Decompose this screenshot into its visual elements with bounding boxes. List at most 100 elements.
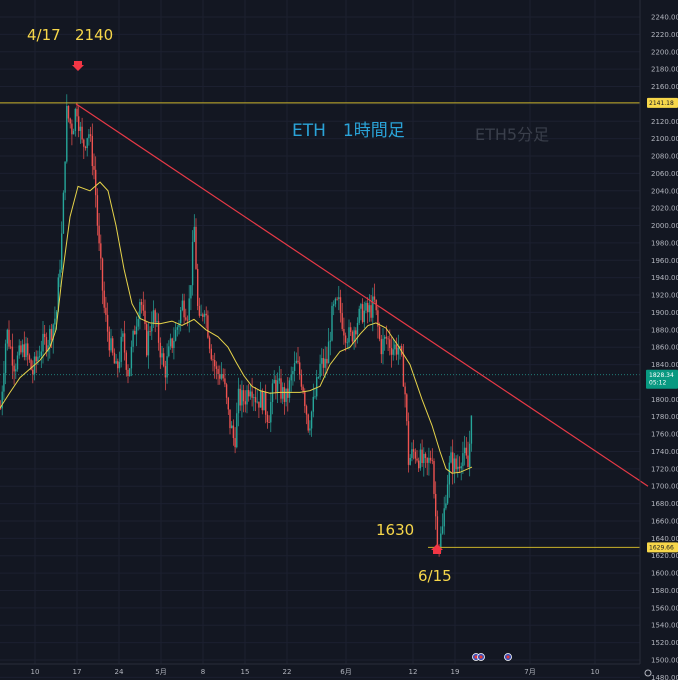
gear-icon[interactable]	[644, 669, 652, 677]
candle-body	[45, 337, 48, 352]
candle-body	[370, 305, 372, 318]
price-tick-label: 1560.00	[651, 604, 678, 612]
candle-body	[202, 314, 204, 317]
candle-body	[299, 362, 301, 375]
candle-body	[18, 345, 20, 356]
candle-body	[16, 355, 19, 370]
candle-body	[57, 277, 59, 312]
candle-body	[139, 302, 141, 320]
candle-body	[283, 387, 286, 402]
up-arrow-marker	[431, 544, 443, 554]
candle-body	[469, 443, 471, 468]
candle-body	[207, 315, 209, 338]
current-price-tag	[646, 369, 678, 389]
candle-body	[27, 343, 29, 356]
price-tick-label: 1900.00	[651, 309, 678, 317]
candle-body	[55, 311, 58, 319]
candle-body	[159, 342, 161, 358]
price-tick-label: 2120.00	[651, 118, 678, 126]
candle-body	[409, 457, 411, 465]
candle-body	[309, 428, 311, 431]
candle-body	[84, 146, 87, 149]
candle-body	[205, 313, 207, 316]
candle-body	[181, 300, 184, 310]
candle-body	[156, 321, 158, 323]
candle-body	[32, 369, 34, 375]
candle-body	[47, 345, 49, 352]
candle-body	[455, 458, 457, 470]
candle-body	[129, 368, 131, 376]
time-tick-label: 17	[73, 668, 82, 676]
price-tick-label: 1680.00	[651, 500, 678, 508]
price-tick-label: 1580.00	[651, 587, 678, 595]
candle-body	[406, 394, 408, 422]
candle-body	[465, 447, 467, 456]
candle-body	[341, 313, 343, 329]
time-axis[interactable]: 10 17 24 5月 8 15 22 6月 12 19 7月 10	[0, 663, 640, 676]
candle-body	[62, 192, 65, 234]
candle-body	[339, 297, 342, 314]
candle-body	[106, 314, 109, 332]
candle-body	[50, 328, 53, 340]
candle-body	[353, 330, 355, 342]
event-flag-dot	[474, 655, 478, 659]
candle-body	[191, 241, 194, 286]
candle-body	[190, 285, 192, 299]
candle-body	[263, 392, 265, 411]
price-tick-label: 1600.00	[651, 570, 678, 578]
candle-body	[457, 466, 459, 470]
candle-body	[227, 397, 229, 410]
candle-body	[13, 365, 15, 372]
price-tick-label: 1880.00	[651, 326, 678, 334]
candle-body	[78, 116, 80, 131]
candle-body	[166, 356, 168, 378]
candle-body	[186, 319, 189, 321]
candle-body	[276, 380, 279, 393]
price-tick-label: 1960.00	[651, 257, 678, 265]
price-tick-label: 1480.00	[651, 674, 678, 680]
candle-body	[387, 338, 389, 340]
price-tick-label: 1780.00	[651, 413, 678, 421]
candle-body	[214, 360, 216, 367]
price-tick-label: 1500.00	[651, 657, 678, 665]
candle-body	[331, 305, 333, 341]
candle-body	[249, 391, 252, 397]
event-flag-dot	[479, 655, 483, 659]
candle-body	[378, 326, 381, 340]
time-tick-label: 10	[591, 668, 600, 676]
candle-body	[314, 396, 316, 398]
candle-body	[356, 322, 359, 335]
candle-body	[37, 356, 39, 362]
candle-body	[220, 374, 223, 379]
candle-body	[285, 388, 287, 402]
candle-body	[242, 390, 245, 402]
candle-body	[261, 390, 263, 411]
event-flag-dot	[506, 655, 510, 659]
candle-body	[295, 360, 297, 364]
price-axis[interactable]: 2240.002220.002200.002180.002160.002140.…	[639, 0, 678, 680]
candle-body	[372, 296, 374, 318]
candle-body	[127, 369, 129, 376]
moving-average-line	[0, 181, 473, 474]
price-tick-label: 1720.00	[651, 465, 678, 473]
candle-body	[363, 310, 365, 323]
time-tick-label: 15	[241, 668, 250, 676]
price-tick-label: 1700.00	[651, 483, 678, 491]
chart-watermark: ETH5分足	[475, 125, 549, 144]
candle-body	[373, 296, 376, 300]
time-tick-label: 8	[201, 668, 205, 676]
price-tick-label: 2060.00	[651, 170, 678, 178]
candle-body	[137, 319, 139, 327]
trendline[interactable]	[75, 103, 649, 487]
candle-body	[319, 363, 321, 378]
price-tick-label: 1920.00	[651, 292, 678, 300]
candle-body	[59, 269, 61, 278]
candle-body	[54, 318, 56, 325]
candle-body	[149, 331, 151, 332]
price-tick-label: 1740.00	[651, 448, 678, 456]
candle-body	[300, 374, 303, 387]
candle-body	[382, 338, 384, 355]
candle-body	[248, 390, 250, 397]
candle-body	[217, 368, 219, 375]
